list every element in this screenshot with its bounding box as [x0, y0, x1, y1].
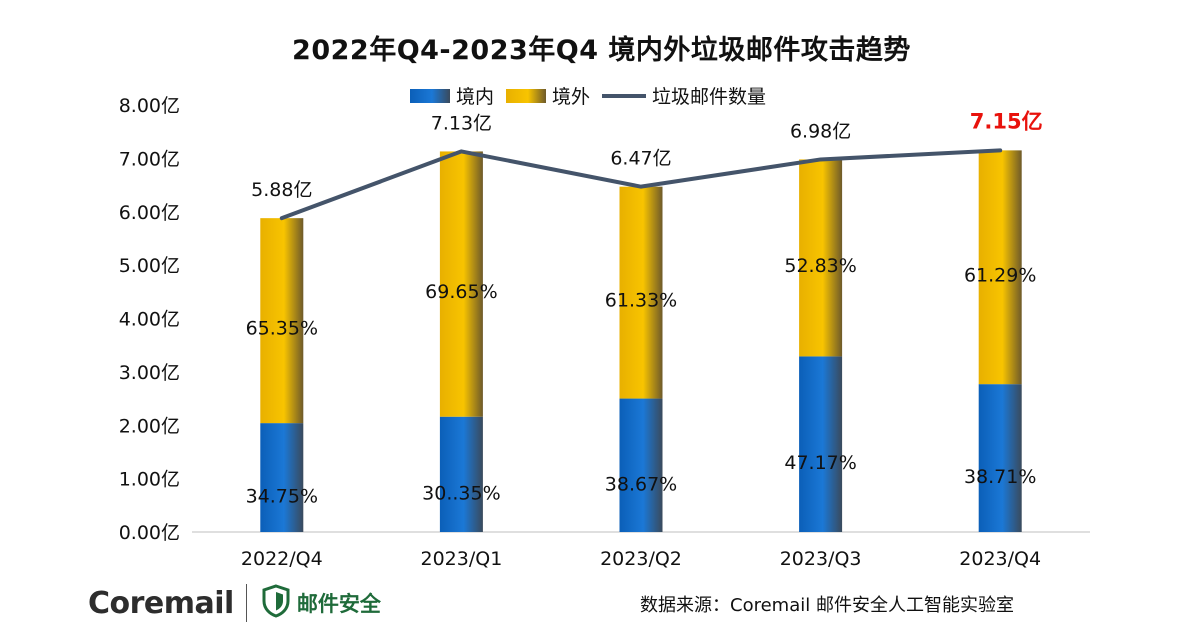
x-tick-label: 2022/Q4: [241, 548, 323, 570]
data-label-total: 7.15亿: [970, 109, 1043, 133]
total-line: [279, 148, 1003, 221]
y-tick-label: 5.00亿: [119, 255, 180, 277]
brand-tag: 邮件安全: [296, 592, 381, 616]
bar-domestic: [978, 384, 1022, 532]
y-tick-label: 6.00亿: [119, 202, 180, 224]
legend-label-total: 垃圾邮件数量: [652, 86, 767, 108]
y-tick-label: 2.00亿: [119, 415, 180, 437]
legend-label-domestic: 境内: [456, 86, 495, 108]
data-label-domestic: 38.71%: [964, 466, 1036, 488]
bar-overseas: [619, 186, 663, 399]
legend-label-overseas: 境外: [552, 86, 591, 108]
bar-overseas: [439, 151, 483, 417]
shield-icon: [261, 584, 291, 622]
legend-item-domestic: 境内: [410, 82, 494, 109]
data-label-total: 6.47亿: [610, 148, 671, 170]
x-tick-label: 2023/Q3: [780, 548, 862, 570]
y-tick-label: 8.00亿: [119, 95, 180, 117]
y-tick-label: 4.00亿: [119, 309, 180, 331]
y-tick-label: 3.00亿: [119, 362, 180, 384]
legend: 境内 境外 垃圾邮件数量: [410, 82, 778, 109]
chart-title: 2022年Q4-2023年Q4 境内外垃圾邮件攻击趋势: [292, 35, 911, 66]
source-note: 数据来源：Coremail 邮件安全人工智能实验室: [640, 595, 1014, 616]
y-tick-label: 7.00亿: [119, 148, 180, 170]
data-label-domestic: 34.75%: [246, 486, 318, 508]
data-label-overseas: 65.35%: [246, 318, 318, 340]
bar-domestic: [439, 416, 483, 532]
legend-item-overseas: 境外: [506, 82, 590, 109]
data-label-domestic: 30..35%: [422, 482, 501, 504]
data-label-domestic: 38.67%: [605, 473, 677, 495]
data-label-overseas: 69.65%: [425, 281, 497, 303]
bar-overseas: [260, 218, 304, 424]
data-label-total: 5.88亿: [251, 179, 312, 201]
data-label-total: 7.13亿: [431, 112, 492, 134]
brand-name: Coremail: [88, 585, 234, 621]
y-tick-label: 1.00亿: [119, 469, 180, 491]
data-label-overseas: 61.29%: [964, 264, 1036, 286]
data-label-total: 6.98亿: [790, 120, 851, 142]
brand-divider: [245, 584, 247, 622]
x-tick-label: 2023/Q2: [600, 548, 682, 570]
x-tick-label: 2023/Q4: [959, 548, 1041, 570]
data-label-overseas: 52.83%: [784, 255, 856, 277]
legend-item-total: 垃圾邮件数量: [602, 82, 766, 109]
bar-overseas: [978, 150, 1022, 385]
bar-domestic: [799, 356, 843, 532]
legend-swatch-domestic: [410, 88, 450, 103]
brand-logo: Coremail 邮件安全: [88, 584, 381, 622]
bar-overseas: [799, 159, 843, 357]
y-tick-label: 0.00亿: [119, 522, 180, 544]
bar-domestic: [260, 423, 304, 532]
bar-domestic: [619, 398, 663, 532]
data-label-overseas: 61.33%: [605, 290, 677, 312]
legend-swatch-overseas: [506, 88, 547, 103]
legend-swatch-total: [602, 93, 647, 98]
x-tick-label: 2023/Q1: [420, 548, 502, 570]
data-label-domestic: 47.17%: [784, 452, 856, 474]
